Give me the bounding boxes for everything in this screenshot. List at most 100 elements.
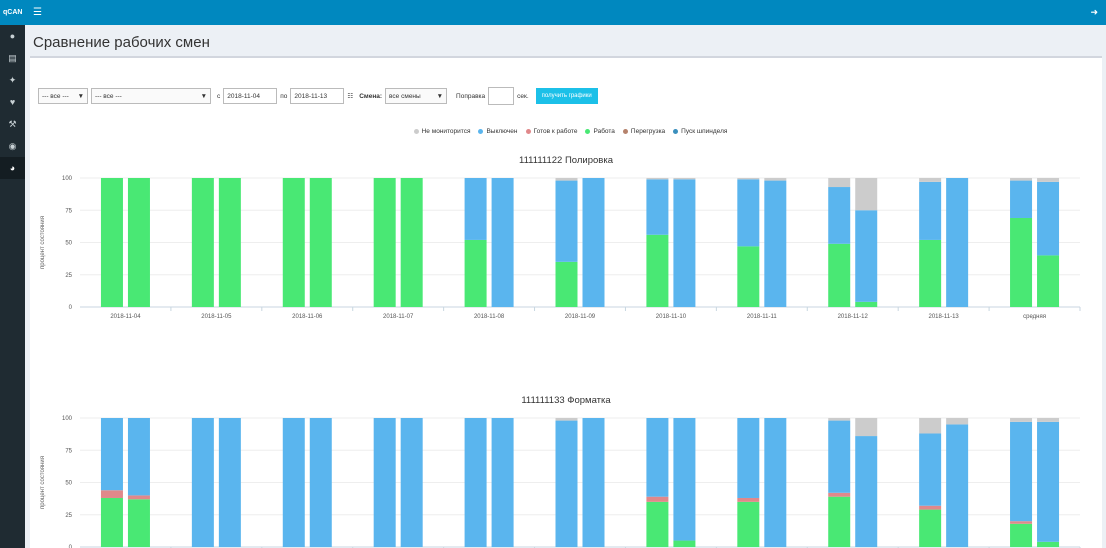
date-to-input[interactable]: 2018-11-13	[290, 88, 345, 104]
bar-segment[interactable]	[127, 418, 150, 496]
bar-segment[interactable]	[491, 418, 514, 547]
bar-segment[interactable]	[1037, 255, 1060, 307]
sidebar-eye-icon[interactable]: ◉	[8, 140, 17, 151]
bar-segment[interactable]	[673, 179, 696, 307]
bar-segment[interactable]	[1010, 521, 1033, 524]
bar-segment[interactable]	[1037, 421, 1060, 542]
sidebar-tools-icon[interactable]: ✦	[8, 74, 17, 85]
bar-segment[interactable]	[855, 178, 878, 211]
bar-segment[interactable]	[673, 418, 696, 541]
bar-segment[interactable]	[764, 418, 787, 547]
bar-segment[interactable]	[1037, 418, 1060, 422]
bar-segment[interactable]	[1010, 217, 1033, 307]
logout-icon[interactable]: ➜	[1090, 7, 1098, 17]
legend-item[interactable]: Не мониторится	[413, 128, 470, 135]
bar-segment[interactable]	[646, 234, 669, 307]
bar-segment[interactable]	[764, 180, 787, 307]
legend-item[interactable]: Работа	[585, 128, 615, 135]
bar-segment[interactable]	[646, 496, 669, 502]
bar-segment[interactable]	[1037, 178, 1060, 182]
bar-segment[interactable]	[646, 418, 669, 497]
bar-segment[interactable]	[491, 178, 514, 307]
bar-segment[interactable]	[555, 261, 578, 307]
shift-select[interactable]: все смены ▼	[385, 88, 448, 104]
bar-segment[interactable]	[919, 239, 942, 307]
bar-segment[interactable]	[737, 178, 760, 180]
bar-segment[interactable]	[673, 540, 696, 547]
bar-segment[interactable]	[1010, 418, 1033, 422]
bar-segment[interactable]	[919, 181, 942, 240]
sidebar-heartbeat-icon[interactable]: ♥	[9, 97, 16, 107]
legend-item[interactable]: Перегрузка	[622, 128, 665, 135]
bar-segment[interactable]	[646, 179, 669, 235]
correction-input[interactable]	[488, 87, 515, 105]
bar-segment[interactable]	[673, 178, 696, 180]
bar-segment[interactable]	[828, 420, 851, 493]
bar-segment[interactable]	[828, 243, 851, 307]
bar-segment[interactable]	[946, 418, 969, 425]
bar-segment[interactable]	[100, 418, 123, 491]
bar-segment[interactable]	[127, 178, 150, 307]
bar-segment[interactable]	[191, 178, 214, 307]
bar-segment[interactable]	[309, 178, 332, 307]
bar-segment[interactable]	[555, 418, 578, 421]
bar-segment[interactable]	[737, 501, 760, 547]
bar-segment[interactable]	[464, 239, 487, 307]
bar-segment[interactable]	[309, 418, 332, 547]
bar-segment[interactable]	[582, 418, 605, 547]
bar-segment[interactable]	[946, 178, 969, 307]
sidebar-wrench-icon[interactable]: ⚒	[8, 118, 17, 129]
bar-segment[interactable]	[764, 178, 787, 181]
bar-segment[interactable]	[946, 424, 969, 547]
bar-segment[interactable]	[855, 418, 878, 437]
group-select[interactable]: --- все --- ▼	[38, 88, 88, 104]
bar-segment[interactable]	[555, 178, 578, 181]
bar-segment[interactable]	[919, 509, 942, 547]
bar-segment[interactable]	[737, 179, 760, 247]
bar-segment[interactable]	[1037, 181, 1060, 256]
bar-segment[interactable]	[1010, 421, 1033, 522]
bar-segment[interactable]	[919, 505, 942, 510]
date-from-input[interactable]: 2018-11-04	[223, 88, 278, 104]
bar-segment[interactable]	[1037, 541, 1060, 547]
machine-select[interactable]: --- все --- ▼	[91, 88, 211, 104]
bar-segment[interactable]	[400, 178, 423, 307]
bar-segment[interactable]	[582, 178, 605, 307]
bar-segment[interactable]	[218, 418, 241, 547]
bar-segment[interactable]	[828, 492, 851, 497]
sidebar-report-icon[interactable]: ▤	[8, 52, 17, 63]
bar-segment[interactable]	[464, 178, 487, 240]
bar-segment[interactable]	[737, 246, 760, 307]
bar-segment[interactable]	[919, 178, 942, 182]
legend-item[interactable]: Пуск шпинделя	[673, 128, 727, 135]
legend-item[interactable]: Готов к работе	[525, 128, 577, 135]
hamburger-menu-icon[interactable]: ☰	[33, 7, 42, 18]
bar-segment[interactable]	[218, 178, 241, 307]
bar-segment[interactable]	[555, 180, 578, 262]
bar-segment[interactable]	[737, 497, 760, 502]
bar-segment[interactable]	[555, 420, 578, 547]
bar-segment[interactable]	[100, 178, 123, 307]
bar-segment[interactable]	[191, 418, 214, 547]
bar-segment[interactable]	[828, 187, 851, 244]
bar-segment[interactable]	[919, 433, 942, 506]
sidebar-users-icon[interactable]: ●	[9, 31, 16, 41]
calendar-icon[interactable]: ☷	[347, 93, 354, 100]
bar-segment[interactable]	[855, 436, 878, 547]
bar-segment[interactable]	[373, 178, 396, 307]
sidebar-pie-chart-icon[interactable]: ◕	[0, 157, 25, 179]
bar-segment[interactable]	[828, 418, 851, 421]
bar-segment[interactable]	[400, 418, 423, 547]
bar-segment[interactable]	[100, 497, 123, 547]
get-charts-button[interactable]: получить графики	[535, 88, 598, 104]
bar-segment[interactable]	[282, 418, 305, 547]
bar-segment[interactable]	[737, 418, 760, 498]
bar-segment[interactable]	[127, 495, 150, 500]
bar-segment[interactable]	[1010, 523, 1033, 547]
bar-segment[interactable]	[127, 499, 150, 547]
bar-segment[interactable]	[855, 301, 878, 307]
bar-segment[interactable]	[464, 418, 487, 547]
bar-segment[interactable]	[1010, 178, 1033, 181]
bar-segment[interactable]	[100, 490, 123, 498]
bar-segment[interactable]	[646, 178, 669, 180]
